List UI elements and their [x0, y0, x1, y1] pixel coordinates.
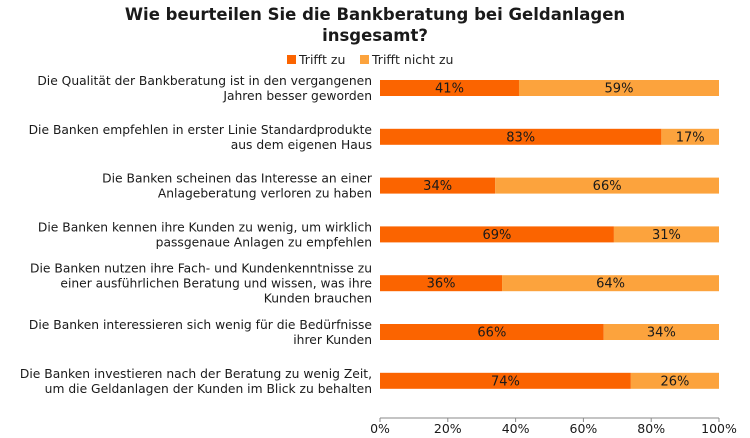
data-label: 74%: [491, 374, 520, 389]
category-label-line: Die Banken interessieren sich wenig für …: [29, 318, 372, 332]
data-label: 34%: [647, 326, 676, 341]
bar-trifft-nicht-zu: [630, 372, 719, 389]
bar-trifft-zu: [380, 128, 662, 145]
x-tick-label: 60%: [570, 421, 598, 436]
data-label: 17%: [676, 130, 705, 145]
category-label-line: Die Banken empfehlen in erster Linie Sta…: [29, 123, 372, 137]
data-label: 69%: [483, 228, 512, 243]
category-label-line: passgenaue Anlagen zu empfehlen: [156, 235, 372, 249]
category-label-line: aus dem eigenen Haus: [231, 138, 372, 152]
category-label: Die Banken empfehlen in erster Linie Sta…: [29, 123, 372, 152]
category-label-line: Kunden brauchen: [264, 292, 372, 306]
legend-label-trifft-nicht-zu: Trifft nicht zu: [372, 52, 454, 67]
data-label: 83%: [506, 130, 535, 145]
bar-trifft-zu: [380, 372, 631, 389]
bar-trifft-zu: [380, 80, 519, 96]
bar-trifft-nicht-zu: [603, 324, 719, 340]
data-label: 59%: [605, 82, 634, 97]
bar-trifft-zu: [380, 226, 614, 243]
bar-trifft-zu: [380, 275, 503, 292]
chart-legend: Trifft zu Trifft nicht zu: [0, 52, 750, 68]
data-label: 31%: [652, 228, 681, 243]
category-label: Die Banken kennen ihre Kunden zu wenig, …: [38, 220, 372, 249]
data-label: 26%: [660, 374, 689, 389]
chart-title-line-1: Wie beurteilen Sie die Bankberatung bei …: [124, 5, 626, 24]
category-label-line: Die Banken investieren nach der Beratung…: [20, 367, 372, 381]
category-label-line: Die Banken nutzen ihre Fach- und Kundenk…: [30, 262, 372, 276]
x-tick-label: 0%: [370, 421, 390, 436]
legend-swatch-trifft-zu: [287, 55, 296, 64]
category-label: Die Banken investieren nach der Beratung…: [20, 367, 372, 396]
x-tick-label: 100%: [701, 421, 737, 436]
data-label: 34%: [423, 179, 452, 194]
data-label: 66%: [477, 326, 506, 341]
legend-label-trifft-zu: Trifft zu: [299, 52, 346, 67]
category-label-line: einer ausführlichen Beratung und wissen,…: [60, 277, 372, 291]
category-label-line: Die Qualität der Bankberatung ist in den…: [37, 74, 372, 88]
x-tick-label: 40%: [502, 421, 530, 436]
bar-trifft-nicht-zu: [495, 177, 719, 194]
category-label-line: Die Banken kennen ihre Kunden zu wenig, …: [38, 220, 372, 234]
category-label: Die Banken nutzen ihre Fach- und Kundenk…: [30, 262, 372, 306]
bar-trifft-nicht-zu: [502, 275, 719, 292]
data-label: 41%: [435, 82, 464, 97]
chart-title-line-2: insgesamt?: [322, 26, 428, 45]
bar-trifft-nicht-zu: [518, 80, 719, 96]
legend-item-trifft-nicht-zu: Trifft nicht zu: [360, 52, 453, 67]
x-tick-label: 20%: [434, 421, 462, 436]
bar-trifft-nicht-zu: [613, 226, 719, 243]
legend-item-trifft-zu: Trifft zu: [287, 52, 345, 67]
bar-trifft-zu: [380, 177, 496, 194]
data-label: 36%: [427, 277, 456, 292]
bar-trifft-nicht-zu: [661, 128, 719, 145]
chart-title: Wie beurteilen Sie die Bankberatung bei …: [0, 4, 750, 46]
category-label-line: ihrer Kunden: [293, 333, 372, 347]
category-label-line: Die Banken scheinen das Interesse an ein…: [102, 172, 373, 186]
category-label: Die Banken interessieren sich wenig für …: [29, 318, 372, 347]
data-label: 64%: [596, 277, 625, 292]
data-label: 66%: [593, 179, 622, 194]
category-label: Die Qualität der Bankberatung ist in den…: [37, 74, 372, 103]
bar-trifft-zu: [380, 324, 604, 340]
category-label-line: Anlageberatung verloren zu haben: [158, 187, 372, 201]
category-label-line: um die Geldanlagen der Kunden im Blick z…: [45, 382, 372, 396]
legend-swatch-trifft-nicht-zu: [360, 55, 369, 64]
category-label-line: Jahren besser geworden: [222, 89, 372, 103]
x-tick-label: 80%: [637, 421, 665, 436]
category-label: Die Banken scheinen das Interesse an ein…: [102, 172, 373, 201]
